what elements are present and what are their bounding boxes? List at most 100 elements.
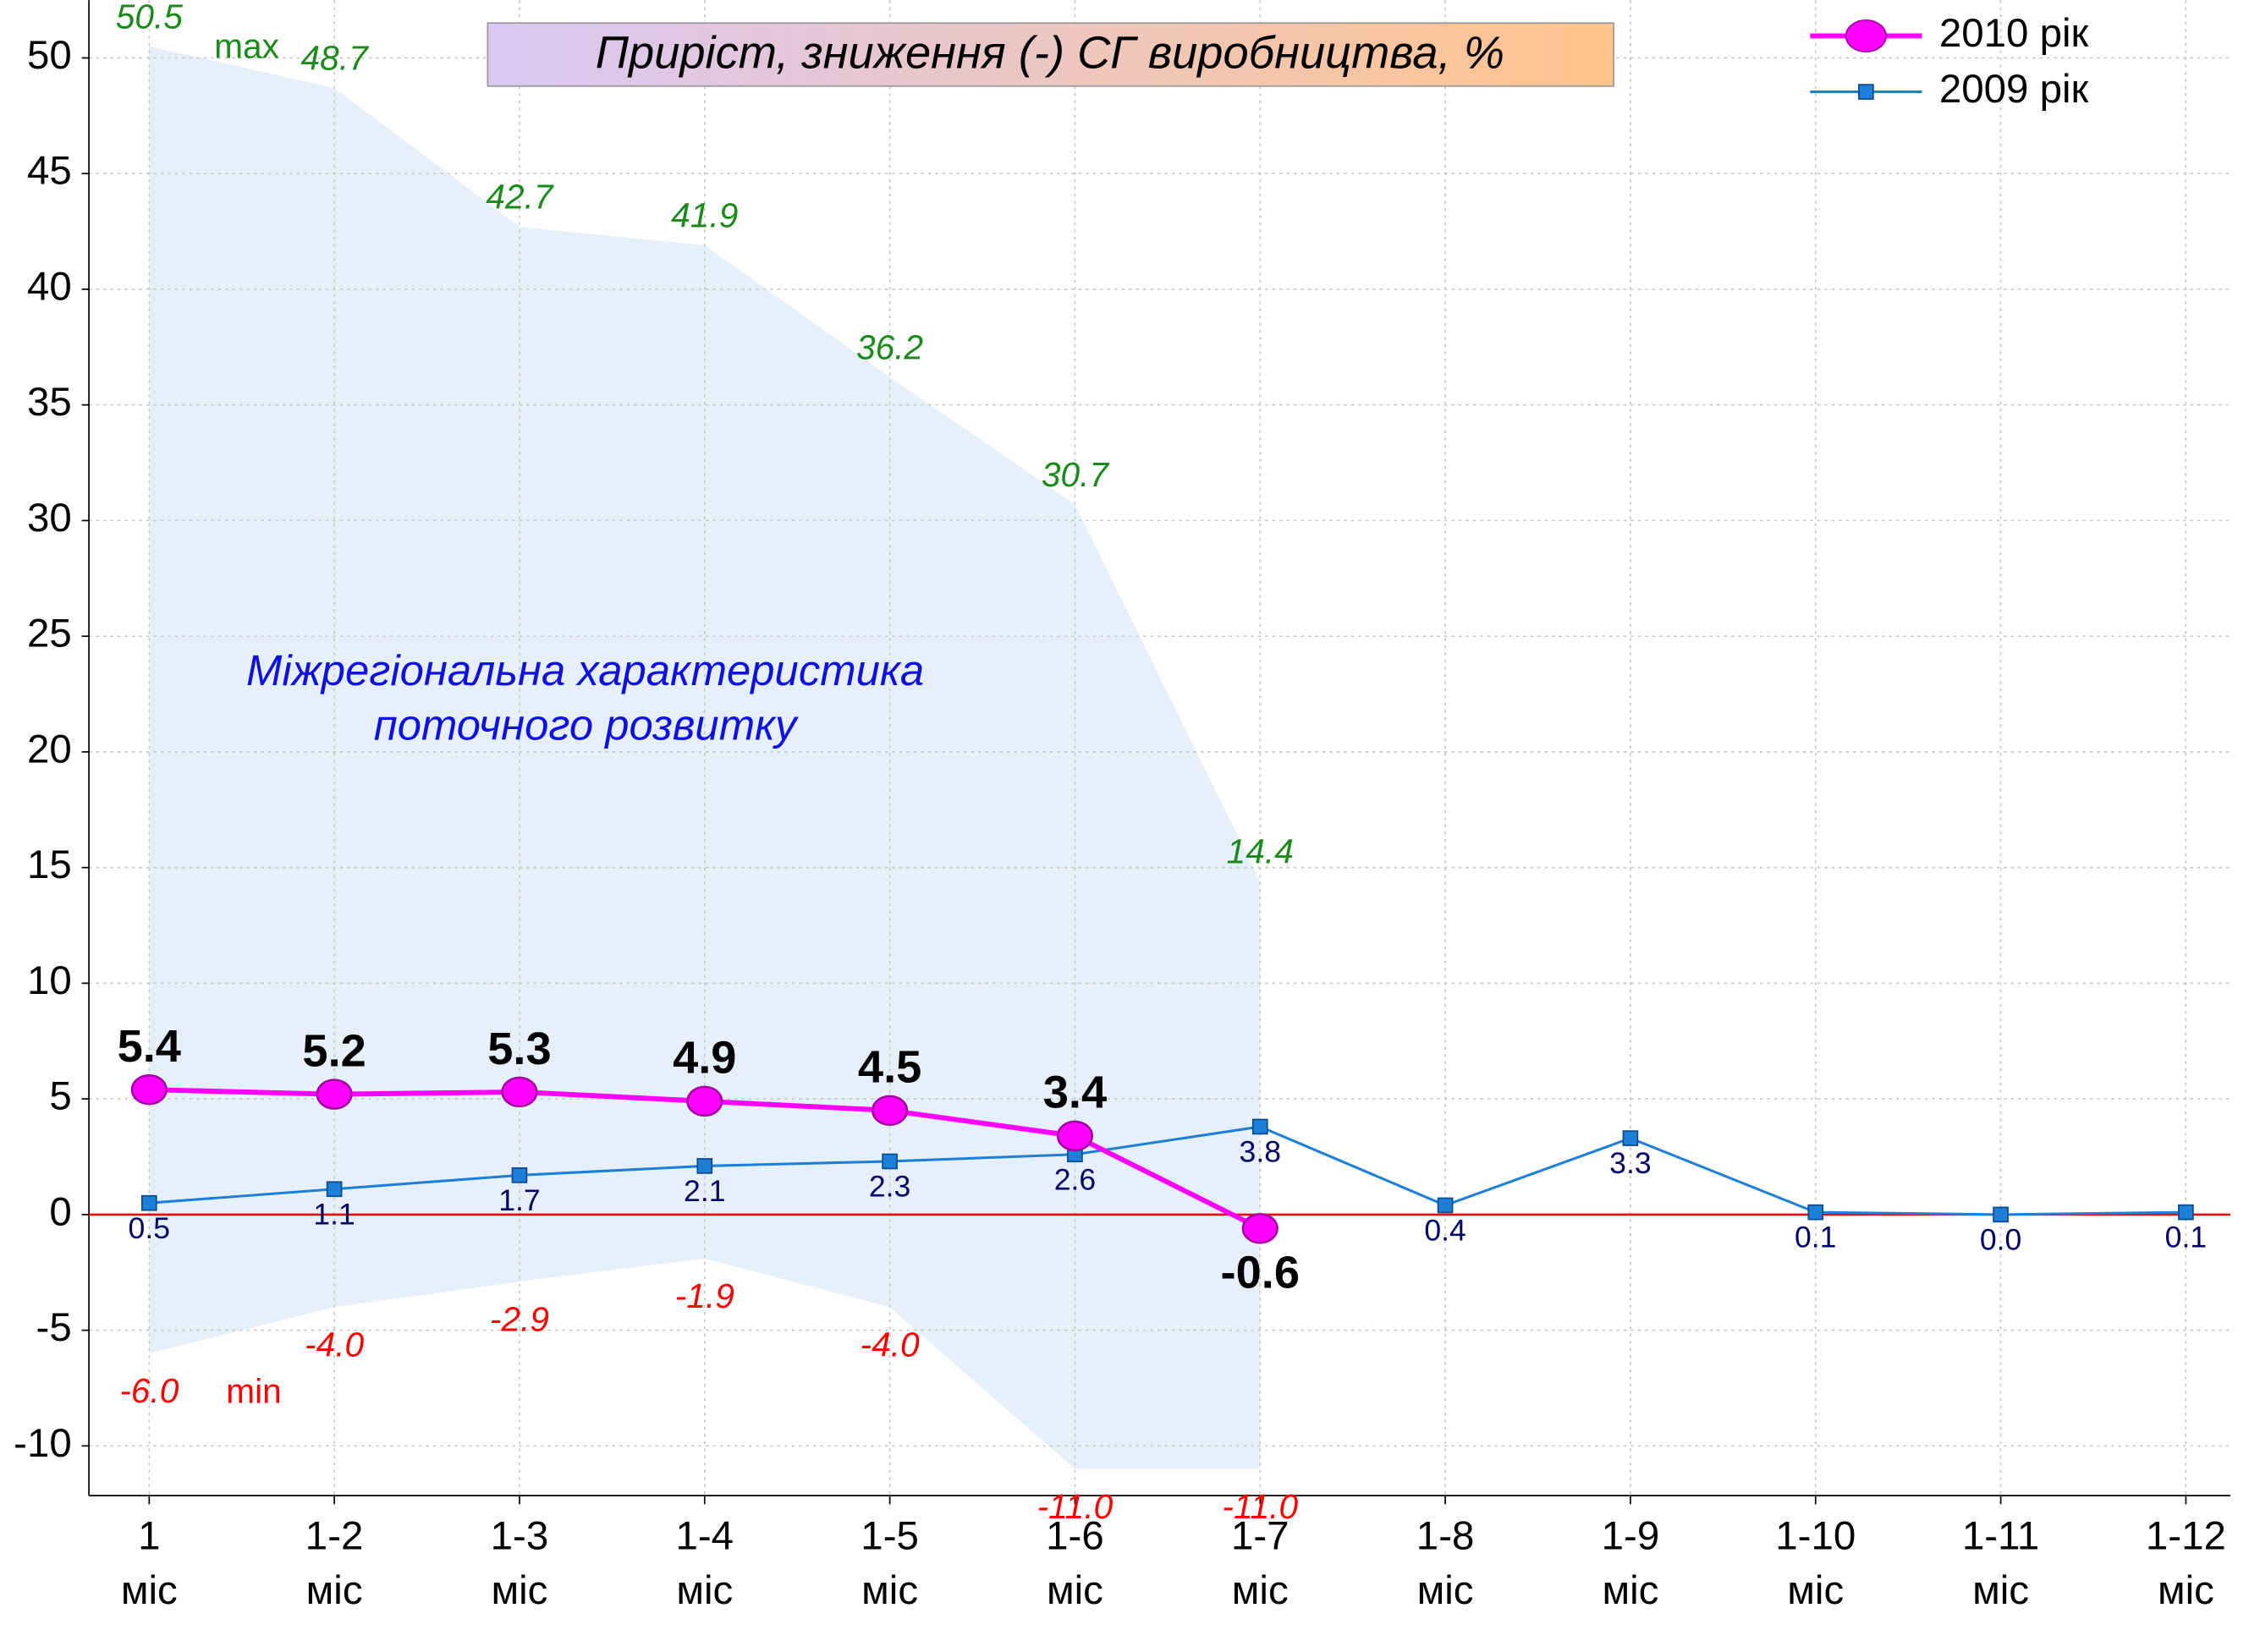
x-tick-label: 1 (138, 1514, 160, 1559)
x-tick-label: 1-6 (1046, 1514, 1104, 1559)
x-tick-label: 1-9 (1602, 1514, 1660, 1559)
value-label: 0.5 (129, 1211, 170, 1245)
point (1241, 1213, 1278, 1244)
value-label: 3.8 (1240, 1135, 1281, 1169)
value-label: 3.4 (1043, 1067, 1107, 1118)
point (1807, 1204, 1824, 1221)
value-label: 0.4 (1424, 1214, 1465, 1248)
value-label: 5.3 (487, 1024, 551, 1074)
x-tick-label: 1-7 (1231, 1514, 1289, 1559)
x-tick-label: міс (676, 1568, 733, 1613)
x-tick-label: міс (1787, 1568, 1844, 1613)
x-tick-label: міс (121, 1568, 178, 1613)
band-max-label: 14.4 (1227, 832, 1294, 871)
value-label: 2.1 (684, 1174, 725, 1208)
x-tick-label: міс (1417, 1568, 1474, 1613)
x-tick-label: міс (492, 1568, 548, 1613)
chart-title: Приріст, зниження (-) СГ виробництва, % (596, 28, 1504, 79)
point (501, 1076, 538, 1108)
value-label: 5.2 (302, 1026, 366, 1077)
x-tick-label: 1-12 (2146, 1514, 2226, 1559)
x-tick-label: 1-5 (861, 1514, 919, 1559)
value-label: 0.1 (1795, 1221, 1836, 1254)
point (316, 1078, 353, 1110)
legend-marker (1845, 19, 1887, 52)
y-tick-label: 0 (49, 1189, 71, 1234)
x-tick-label: 1-2 (305, 1514, 364, 1559)
value-label: 4.5 (858, 1042, 921, 1093)
band-max-label: 41.9 (671, 196, 738, 235)
point (140, 1194, 157, 1211)
y-tick-label: 15 (27, 842, 72, 887)
value-label: 2.6 (1054, 1162, 1096, 1196)
x-tick-label: 1-3 (491, 1514, 549, 1559)
x-tick-label: міс (1232, 1568, 1289, 1613)
legend-marker (1858, 84, 1874, 100)
point (511, 1167, 528, 1183)
band-min-label: -4.0 (305, 1325, 364, 1364)
value-label: 1.1 (313, 1197, 355, 1231)
annotation: поточного розвитку (374, 701, 799, 749)
annotation: Міжрегіональна характеристика (246, 646, 924, 694)
y-tick-label: 35 (27, 380, 72, 425)
x-tick-label: міс (861, 1568, 918, 1613)
band-min-label: -1.9 (675, 1276, 734, 1315)
x-tick-label: міс (1972, 1568, 2029, 1613)
y-tick-label: 20 (27, 727, 72, 771)
band-min-label: -11.0 (1037, 1487, 1114, 1526)
range-band (149, 46, 1261, 1469)
x-tick-label: міс (1047, 1568, 1103, 1613)
y-tick-label: 25 (27, 612, 72, 656)
x-tick-label: міс (2158, 1568, 2214, 1613)
value-label: 3.3 (1609, 1146, 1651, 1180)
band-max-label: 42.7 (486, 178, 554, 217)
point (1251, 1118, 1268, 1135)
x-tick-label: 1-8 (1416, 1514, 1475, 1559)
legend-label: 2010 рік (1939, 11, 2089, 56)
band-min-name: min (226, 1372, 282, 1411)
point (871, 1095, 909, 1127)
point (130, 1073, 168, 1106)
point (1993, 1206, 2009, 1223)
x-tick-label: 1-10 (1775, 1514, 1856, 1559)
point (1622, 1130, 1639, 1146)
point (2178, 1204, 2194, 1221)
band-max-label: 30.7 (1042, 455, 1110, 494)
point (1056, 1120, 1094, 1152)
x-tick-label: міс (1602, 1568, 1658, 1613)
band-min-label: -6.0 (119, 1371, 179, 1410)
band-max-name: max (214, 26, 279, 65)
y-tick-label: 5 (49, 1074, 71, 1119)
x-tick-label: 1-4 (675, 1514, 734, 1559)
y-tick-label: 10 (27, 958, 72, 1003)
y-tick-label: 45 (27, 149, 72, 194)
band-max-label: 48.7 (301, 39, 370, 78)
x-tick-label: 1-11 (1962, 1514, 2039, 1559)
y-tick-label: 30 (27, 496, 72, 541)
point (326, 1181, 343, 1198)
y-tick-label: 50 (27, 33, 72, 78)
band-max-label: 50.5 (116, 0, 184, 36)
band-min-label: -11.0 (1222, 1487, 1298, 1526)
value-label: 4.9 (673, 1033, 736, 1084)
point (696, 1158, 713, 1174)
y-tick-label: 40 (27, 264, 72, 309)
band-min-label: -2.9 (490, 1299, 549, 1338)
point (1437, 1197, 1454, 1214)
value-label: 1.7 (498, 1183, 540, 1217)
value-label: 0.0 (1980, 1222, 2021, 1256)
legend-label: 2009 рік (1939, 67, 2089, 112)
title-box (487, 22, 1614, 87)
series-line (149, 1125, 2186, 1216)
value-label: 5.4 (118, 1021, 181, 1072)
point (686, 1085, 723, 1117)
point (882, 1153, 898, 1170)
value-label: 0.1 (2165, 1221, 2207, 1254)
band-max-label: 36.2 (856, 327, 924, 366)
y-tick-label: -5 (36, 1305, 72, 1350)
value-label: 2.3 (869, 1170, 910, 1204)
value-label: -0.6 (1221, 1248, 1300, 1298)
y-tick-label: -10 (14, 1421, 72, 1466)
